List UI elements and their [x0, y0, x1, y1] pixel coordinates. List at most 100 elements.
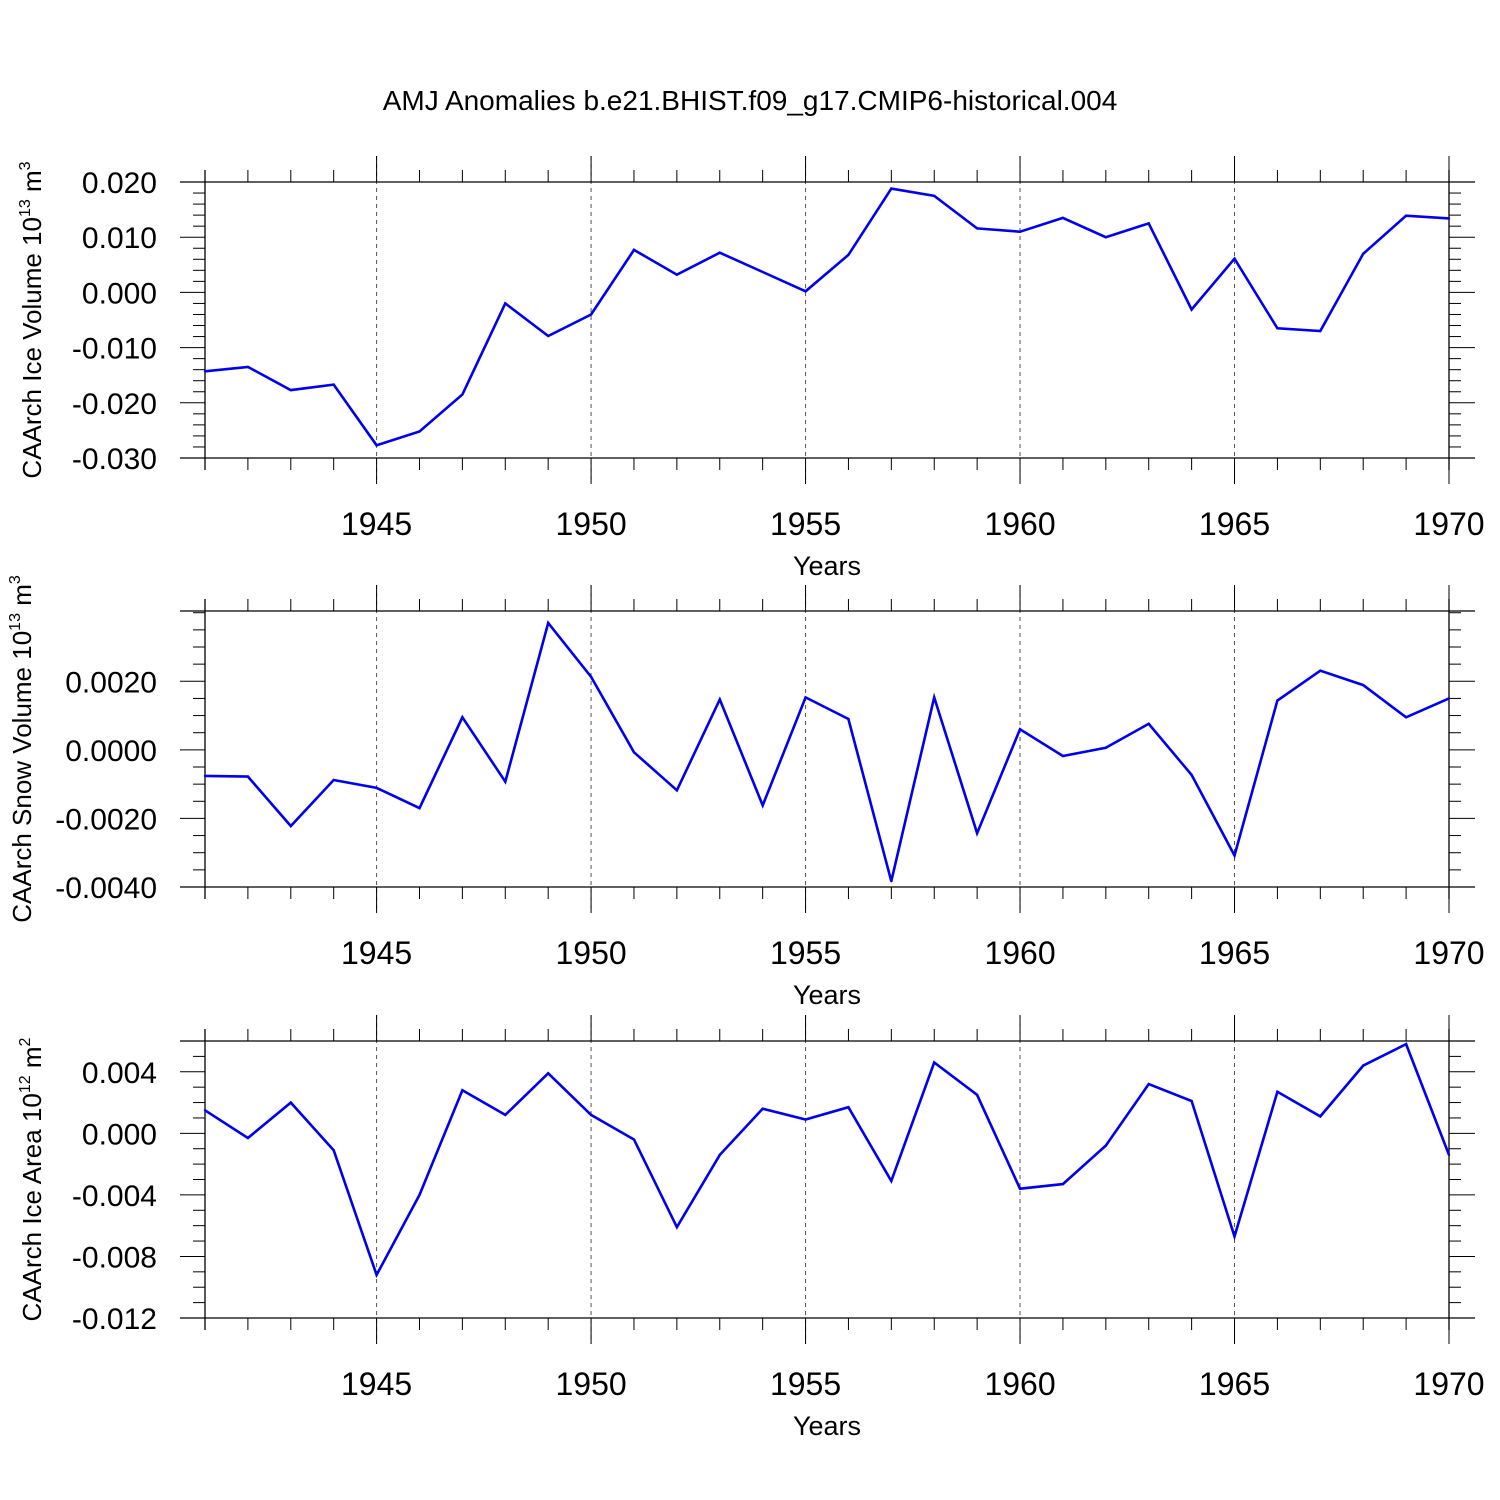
y-axis-title-unit-exponent: 3 — [17, 161, 34, 170]
data-point — [675, 273, 679, 276]
data-point — [1190, 773, 1193, 777]
data-point — [632, 1138, 636, 1141]
y-tick-label: 0.020 — [82, 167, 157, 200]
data-point — [1362, 252, 1365, 255]
data-point — [632, 248, 636, 252]
data-point — [203, 1109, 207, 1112]
x-tick-label: 1950 — [555, 506, 626, 542]
y-axis-title-unit: m — [17, 1046, 47, 1075]
data-point — [589, 1113, 593, 1117]
y-tick-label: 0.000 — [82, 277, 157, 310]
data-point — [1190, 308, 1193, 311]
series-line — [204, 620, 1450, 882]
x-tick-label: 1955 — [770, 1366, 841, 1402]
data-point — [1276, 327, 1279, 330]
data-point — [546, 334, 550, 338]
data-point — [289, 824, 292, 828]
y-tick-label: -0.0020 — [55, 803, 157, 836]
data-point — [546, 1072, 550, 1075]
y-axis-title-unit-exponent: 2 — [17, 1037, 34, 1046]
data-point — [718, 1153, 721, 1157]
data-point — [1319, 669, 1322, 672]
x-tick-label: 1970 — [1413, 506, 1484, 542]
data-point — [933, 1061, 936, 1064]
y-tick-label: 0.010 — [82, 222, 157, 255]
data-point — [804, 1118, 807, 1121]
y-axis-title-exponent: 12 — [17, 1075, 34, 1093]
y-tick-label: 0.004 — [82, 1057, 157, 1090]
data-point — [418, 806, 421, 810]
x-axis-title: Years — [793, 551, 861, 581]
data-point — [203, 370, 207, 373]
data-point — [1404, 1042, 1408, 1046]
y-tick-label: -0.0040 — [55, 872, 157, 905]
x-tick-label: 1960 — [984, 506, 1055, 542]
x-tick-label: 1970 — [1413, 1366, 1484, 1402]
data-point — [1233, 1235, 1236, 1238]
data-point — [1018, 728, 1022, 731]
data-point — [718, 251, 721, 254]
data-point — [1190, 1099, 1193, 1103]
data-point — [933, 194, 936, 197]
x-tick-label: 1950 — [555, 1366, 626, 1402]
data-point — [1061, 754, 1065, 758]
x-tick-label: 1960 — [984, 935, 1055, 971]
data-point — [1319, 329, 1322, 333]
data-point — [890, 187, 893, 190]
data-point — [1061, 216, 1065, 220]
y-axis-title-text: CAArch Ice Volume 10 — [17, 217, 47, 479]
chart-panel-3: -0.012 -0.008 -0.004 0.000 0.004 1945 1950 1955… — [17, 1015, 1485, 1441]
data-point — [847, 1105, 850, 1109]
data-point — [1104, 1144, 1108, 1147]
data-point — [975, 227, 979, 230]
x-tick-label: 1955 — [770, 506, 841, 542]
panels: -0.030 -0.020 -0.010 0.000 0.010 0.020 1945 195… — [7, 156, 1485, 1441]
x-tick-label: 1955 — [770, 935, 841, 971]
y-tick-label: 0.0020 — [65, 666, 157, 699]
data-point — [761, 804, 764, 807]
x-tick-label: 1965 — [1199, 935, 1270, 971]
data-point — [632, 751, 636, 754]
data-point — [246, 365, 250, 369]
chart-panel-2: -0.0040 -0.0020 0.0000 0.0020 1945 1950 1955 19… — [7, 575, 1485, 1010]
data-point — [246, 775, 250, 778]
data-point — [1276, 699, 1279, 702]
y-axis-title-exponent: 13 — [17, 199, 34, 217]
data-point — [589, 313, 593, 316]
y-tick-label: -0.020 — [72, 388, 157, 421]
data-point — [1018, 1187, 1022, 1190]
data-point — [1362, 683, 1365, 687]
data-point — [761, 1107, 764, 1110]
y-axis-title-exponent: 13 — [7, 613, 24, 631]
y-axis-title-text: CAArch Ice Area 10 — [17, 1093, 47, 1321]
chart-panel-1: -0.030 -0.020 -0.010 0.000 0.010 0.020 1945 195… — [17, 156, 1485, 581]
data-point — [975, 831, 979, 835]
data-point — [461, 716, 464, 719]
data-point — [1147, 222, 1150, 225]
x-tick-label: 1950 — [555, 935, 626, 971]
x-tick-label: 1965 — [1199, 506, 1270, 542]
data-point — [975, 1093, 979, 1097]
data-point — [1018, 230, 1022, 233]
data-point — [1104, 236, 1108, 239]
data-point — [761, 270, 764, 274]
data-point — [1404, 716, 1408, 719]
data-point — [1233, 854, 1236, 857]
data-point — [1147, 1082, 1150, 1086]
data-point — [1447, 1153, 1451, 1157]
series-line — [204, 187, 1450, 447]
data-point — [375, 444, 378, 447]
x-tick-label: 1960 — [984, 1366, 1055, 1402]
data-point — [847, 717, 850, 721]
figure-title: AMJ Anomalies b.e21.BHIST.f09_g17.CMIP6-… — [383, 85, 1118, 116]
data-point — [461, 393, 464, 396]
x-axis-title: Years — [793, 1411, 861, 1441]
data-point — [332, 383, 335, 386]
data-point — [332, 1149, 335, 1152]
data-point — [418, 430, 421, 433]
y-axis-title-unit: m — [17, 170, 47, 199]
data-point — [1447, 697, 1451, 700]
y-axis-title: CAArch Snow Volume 1013 m3 — [7, 575, 37, 923]
series-line — [204, 1042, 1451, 1279]
